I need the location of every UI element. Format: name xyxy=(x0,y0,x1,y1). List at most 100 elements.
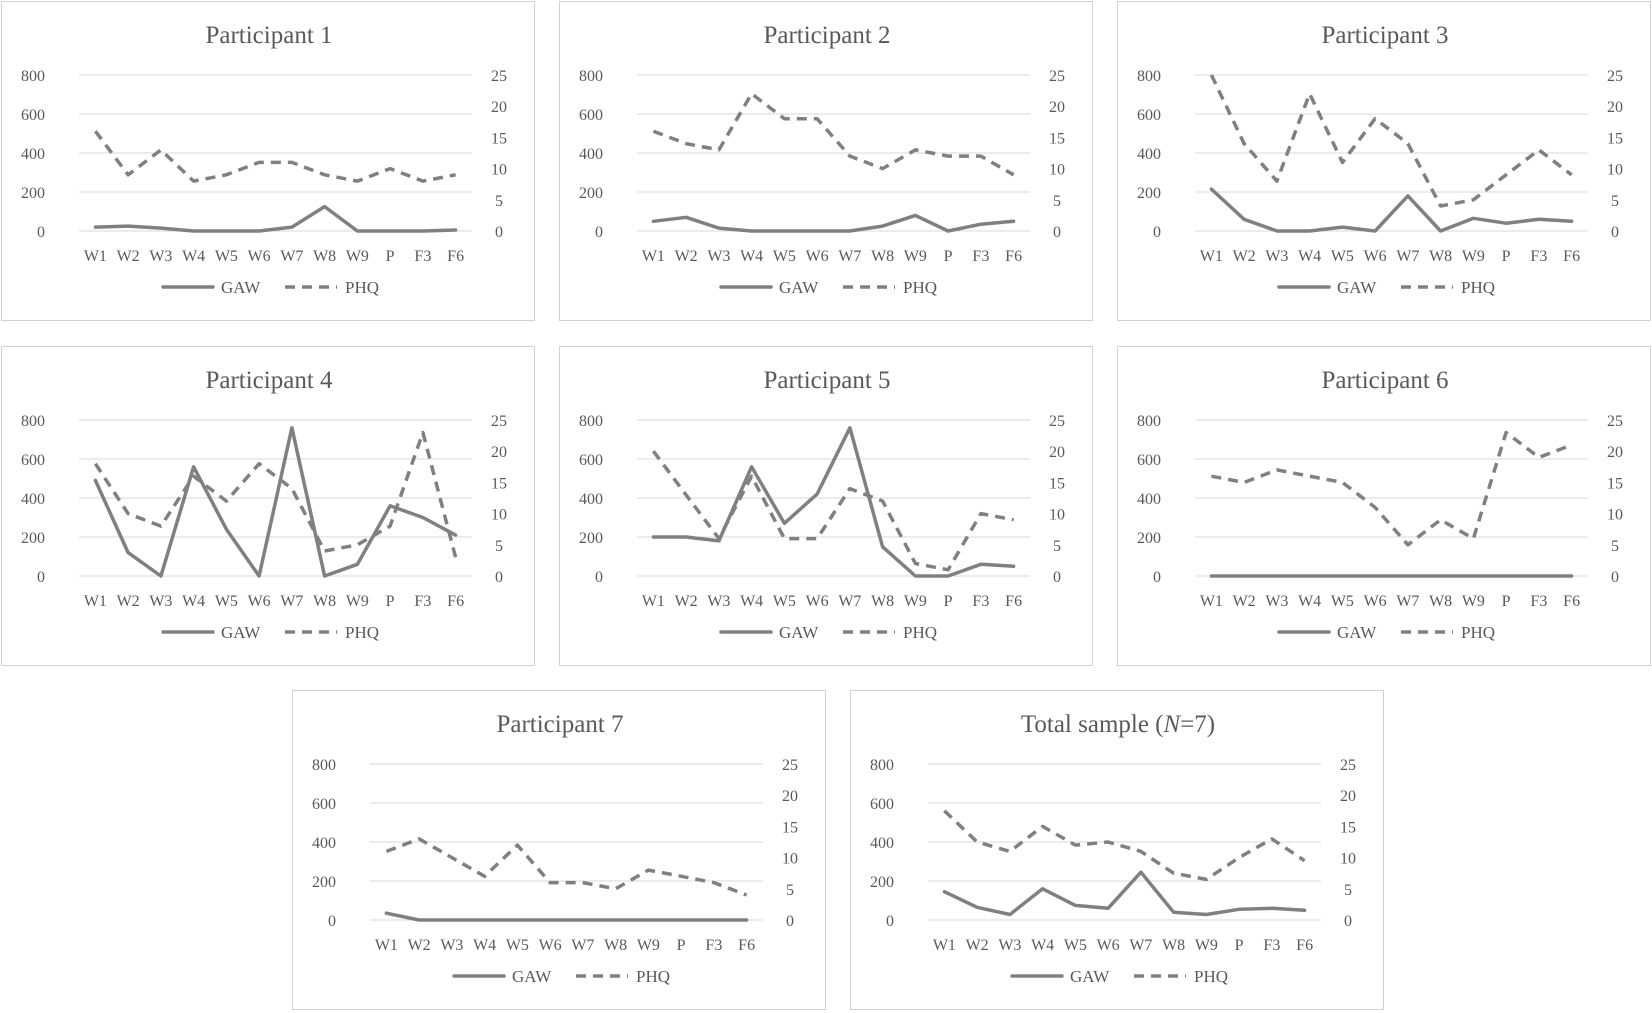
x-axis-tick-label: W3 xyxy=(707,248,730,265)
x-axis-tick-label: W7 xyxy=(838,248,861,265)
legend-phq-label: PHQ xyxy=(636,967,670,986)
x-axis-tick-label: W5 xyxy=(215,248,238,265)
right-axis-tick-label: 0 xyxy=(1344,913,1352,930)
gaw-series-line xyxy=(942,870,1307,917)
x-axis-tick-label: W3 xyxy=(149,593,172,610)
legend-gaw-label: GAW xyxy=(779,278,819,297)
x-axis-tick-label: W6 xyxy=(1364,593,1387,610)
x-axis-tick-label: P xyxy=(944,248,953,265)
x-axis-tick-label: W1 xyxy=(1200,248,1223,265)
chart-title: Total sample (N=7) xyxy=(1021,711,1215,738)
x-axis-tick-label: P xyxy=(386,593,395,610)
left-axis-tick-label: 400 xyxy=(579,491,603,508)
x-axis-tick-label: W6 xyxy=(248,593,271,610)
legend-gaw-label: GAW xyxy=(512,967,552,986)
x-axis-tick-label: W5 xyxy=(1064,937,1087,954)
x-axis-tick-label: F6 xyxy=(447,593,464,610)
left-axis-tick-label: 600 xyxy=(579,107,603,124)
left-axis-tick-label: 200 xyxy=(1137,185,1161,202)
x-axis-tick-label: W6 xyxy=(248,248,271,265)
x-axis-tick-label: P xyxy=(677,937,686,954)
x-axis-tick-label: W9 xyxy=(1462,248,1485,265)
left-axis-tick-label: 600 xyxy=(1137,452,1161,469)
phq-series-line xyxy=(1211,430,1573,547)
phq-series-line xyxy=(1209,74,1573,208)
x-axis-tick-label: F6 xyxy=(447,248,464,265)
left-axis-tick-label: 800 xyxy=(312,757,336,774)
right-axis-tick-label: 15 xyxy=(782,819,798,836)
left-axis-tick-label: 800 xyxy=(870,757,894,774)
right-axis-tick-label: 25 xyxy=(1607,68,1623,85)
chart-panel-participant-7: Participant 7 0 200 400 600 800 0 5 10 15 20 25 W1 W2… xyxy=(292,690,826,1010)
x-axis-tick-label: F6 xyxy=(1563,248,1580,265)
right-axis-tick-label: 10 xyxy=(1607,507,1623,524)
chart-title: Participant 6 xyxy=(1321,367,1448,394)
left-axis-tick-label: 200 xyxy=(579,185,603,202)
left-axis-tick-label: 0 xyxy=(37,569,45,586)
chart-svg: Participant 7 0 200 400 600 800 0 5 10 15 20 25 W1 W2… xyxy=(312,711,798,986)
chart-title: Participant 5 xyxy=(763,367,890,394)
right-axis-tick-label: 5 xyxy=(1611,538,1619,555)
x-axis-tick-label: W5 xyxy=(773,593,796,610)
chart-title: Participant 4 xyxy=(205,367,333,394)
chart-svg: Participant 1 0 200 400 600 800 0 5 10 15 20 25 W1 W2… xyxy=(21,22,507,297)
gaw-series-line xyxy=(93,204,458,233)
x-axis-tick-label: W8 xyxy=(871,593,894,610)
x-axis-tick-label: P xyxy=(944,593,953,610)
legend-phq-label: PHQ xyxy=(345,623,379,642)
x-axis-tick-label: W2 xyxy=(1233,593,1256,610)
right-axis-tick-label: 5 xyxy=(1611,193,1619,210)
left-axis-tick-label: 800 xyxy=(21,413,45,430)
left-axis-tick-label: 800 xyxy=(579,413,603,430)
x-axis-tick-label: F3 xyxy=(414,593,431,610)
chart-svg: Participant 3 0 200 400 600 800 0 5 10 15 20 25 W1 W2… xyxy=(1137,22,1623,297)
x-axis-tick-label: W5 xyxy=(215,593,238,610)
gaw-series-line xyxy=(1209,187,1574,233)
x-axis-tick-label: W5 xyxy=(1331,593,1354,610)
x-axis-tick-label: F3 xyxy=(1530,248,1547,265)
x-axis-tick-label: F3 xyxy=(1263,937,1280,954)
chart-panel-participant-3: Participant 3 0 200 400 600 800 0 5 10 15 20 25 W1 W2… xyxy=(1117,1,1651,321)
right-axis-tick-label: 10 xyxy=(1049,507,1065,524)
x-axis-tick-label: W4 xyxy=(473,937,496,954)
legend-phq-label: PHQ xyxy=(1194,967,1228,986)
left-axis-tick-label: 0 xyxy=(1153,569,1161,586)
x-axis-tick-label: P xyxy=(1502,248,1511,265)
chart-svg: Participant 4 0 200 400 600 800 0 5 10 15 20 25 W1 W2… xyxy=(21,367,507,642)
x-axis-tick-label: F3 xyxy=(972,248,989,265)
left-axis-tick-label: 0 xyxy=(595,569,603,586)
chart-svg: Participant 2 0 200 400 600 800 0 5 10 15 20 25 W1 W2… xyxy=(579,22,1065,297)
right-axis-tick-label: 20 xyxy=(1607,444,1623,461)
right-axis-tick-label: 5 xyxy=(495,538,503,555)
x-axis-tick-label: W7 xyxy=(571,937,594,954)
right-axis-tick-label: 0 xyxy=(495,569,503,586)
x-axis-tick-label: W8 xyxy=(1429,593,1452,610)
x-axis-tick-label: W2 xyxy=(675,248,698,265)
right-axis-tick-label: 10 xyxy=(1607,162,1623,179)
right-axis-tick-label: 0 xyxy=(1611,569,1619,586)
x-axis-tick-label: W3 xyxy=(1265,248,1288,265)
right-axis-tick-label: 5 xyxy=(1053,193,1061,210)
x-axis-tick-label: W2 xyxy=(966,937,989,954)
x-axis-tick-label: W7 xyxy=(838,593,861,610)
gaw-series-line xyxy=(651,426,1016,578)
left-axis-tick-label: 600 xyxy=(579,452,603,469)
x-axis-tick-label: W9 xyxy=(904,593,927,610)
chart-title: Participant 7 xyxy=(496,711,623,738)
left-axis-tick-label: 600 xyxy=(1137,107,1161,124)
right-axis-tick-label: 15 xyxy=(1049,475,1065,492)
x-axis-tick-label: W6 xyxy=(806,593,829,610)
chart-panel-participant-5: Participant 5 0 200 400 600 800 0 5 10 15 20 25 W1 W2… xyxy=(559,346,1093,666)
x-axis-tick-label: W5 xyxy=(506,937,529,954)
x-axis-tick-label: W6 xyxy=(539,937,562,954)
legend-phq-label: PHQ xyxy=(1461,623,1495,642)
left-axis-tick-label: 0 xyxy=(328,913,336,930)
x-axis-tick-label: W1 xyxy=(642,248,665,265)
left-axis-tick-label: 400 xyxy=(21,491,45,508)
x-axis-tick-label: W4 xyxy=(1298,593,1321,610)
legend-phq-label: PHQ xyxy=(1461,278,1495,297)
left-axis-tick-label: 600 xyxy=(870,796,894,813)
x-axis-tick-label: W8 xyxy=(313,593,336,610)
legend-phq-label: PHQ xyxy=(903,623,937,642)
chart-title: Participant 1 xyxy=(205,22,332,49)
